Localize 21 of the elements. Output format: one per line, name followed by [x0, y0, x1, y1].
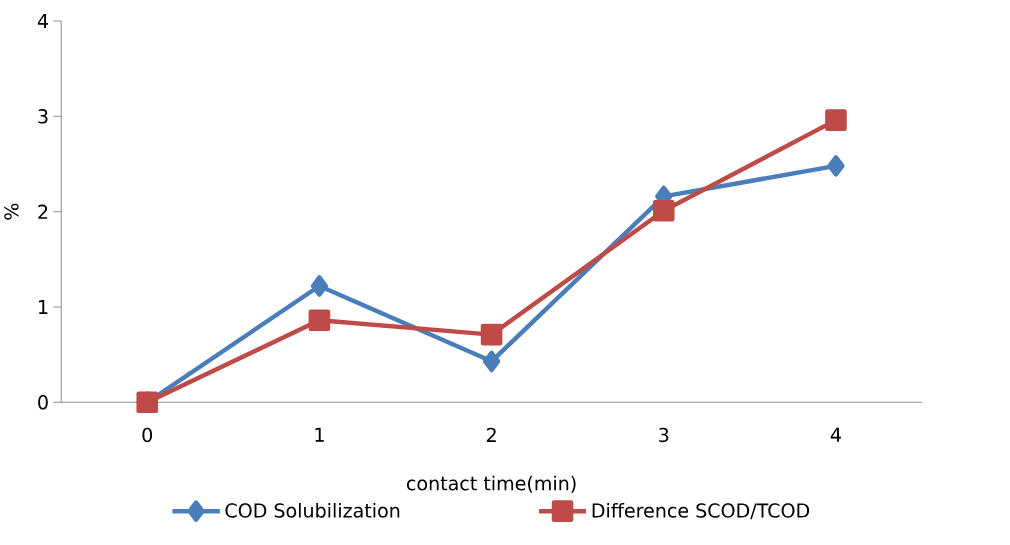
- point: [652, 199, 675, 222]
- point: [310, 275, 329, 297]
- y-tick-label: 4: [37, 13, 48, 28]
- legend-label: Difference SCOD/TCOD: [592, 502, 810, 520]
- x-axis-title: contact time(min): [406, 475, 576, 493]
- point: [480, 323, 503, 346]
- x-tick-label: 2: [486, 427, 496, 442]
- y-tick-label: 3: [38, 108, 48, 124]
- point: [482, 350, 501, 372]
- y-tick-label: 0: [38, 394, 48, 410]
- x-tick-label: 1: [315, 427, 324, 442]
- x-tick-label: 3: [659, 427, 669, 443]
- y-axis-title: %: [4, 203, 19, 220]
- x-tick-label: 4: [830, 427, 841, 442]
- legend-label: COD Solubilization: [225, 502, 400, 518]
- y-tick-label: 1: [39, 299, 48, 314]
- point: [827, 154, 845, 177]
- point: [825, 109, 847, 131]
- y-tick-label: 2: [38, 204, 48, 219]
- point: [308, 309, 331, 331]
- x-tick-label: 0: [142, 427, 153, 443]
